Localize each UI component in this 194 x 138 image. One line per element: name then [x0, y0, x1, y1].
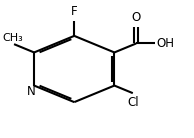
Text: Cl: Cl [127, 96, 139, 109]
Text: CH₃: CH₃ [3, 34, 23, 43]
Text: O: O [132, 11, 141, 24]
Text: F: F [71, 5, 78, 18]
Text: N: N [27, 85, 36, 98]
Text: OH: OH [156, 37, 174, 50]
